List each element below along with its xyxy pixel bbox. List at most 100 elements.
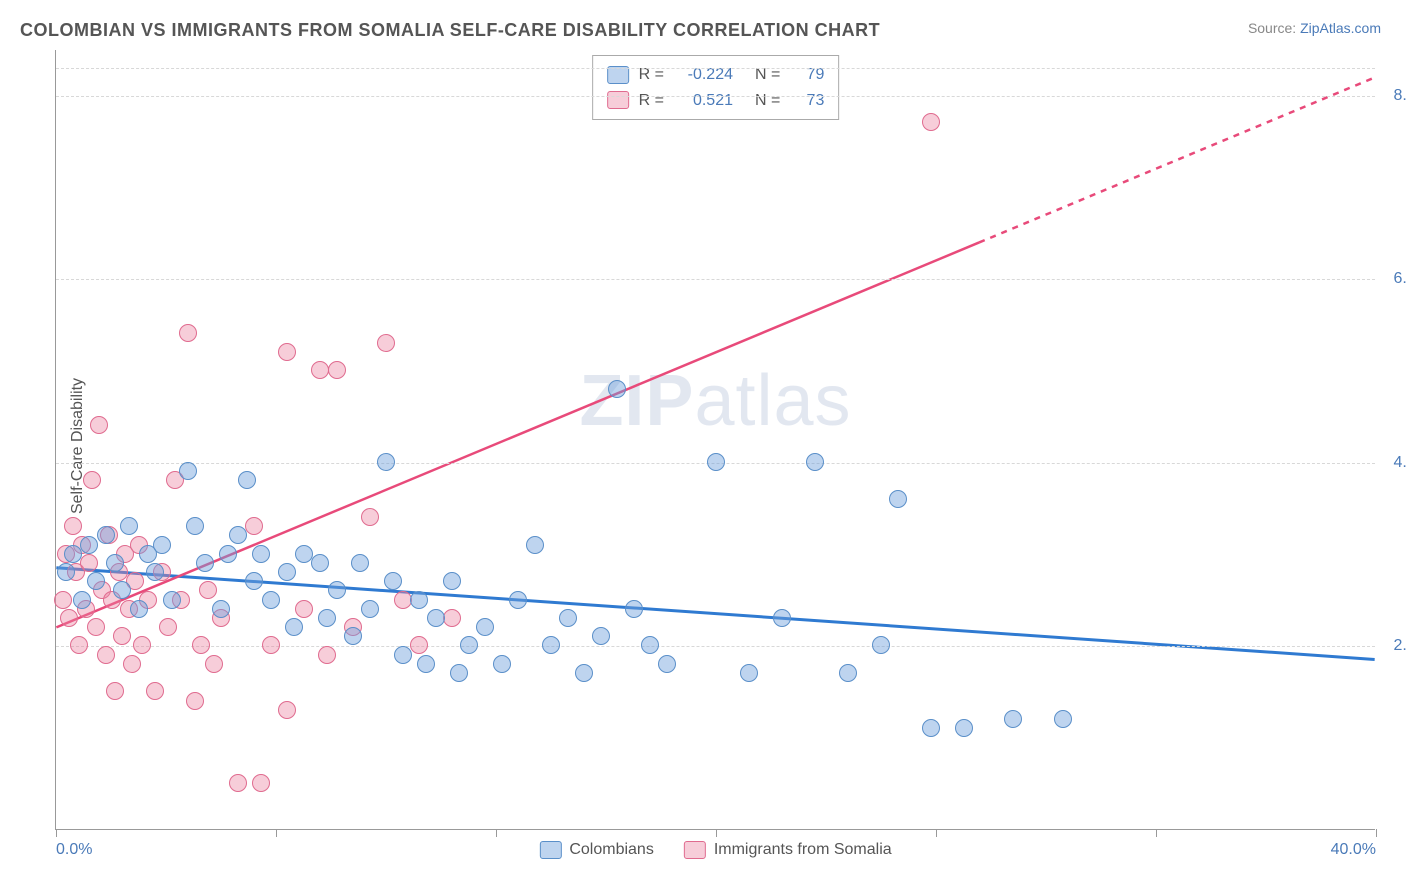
x-tick <box>496 829 497 837</box>
scatter-point <box>806 453 824 471</box>
scatter-point <box>159 618 177 636</box>
scatter-point <box>625 600 643 618</box>
r-label: R = <box>639 62 664 88</box>
scatter-point <box>311 554 329 572</box>
trend-lines-svg <box>56 50 1375 829</box>
scatter-point <box>773 609 791 627</box>
scatter-point <box>133 636 151 654</box>
scatter-point <box>493 655 511 673</box>
scatter-point <box>542 636 560 654</box>
scatter-point <box>196 554 214 572</box>
scatter-point <box>87 572 105 590</box>
scatter-point <box>295 545 313 563</box>
scatter-point <box>559 609 577 627</box>
n-value: 73 <box>794 88 824 114</box>
scatter-point <box>839 664 857 682</box>
r-value: 0.521 <box>678 88 733 114</box>
scatter-point <box>658 655 676 673</box>
scatter-point <box>212 600 230 618</box>
scatter-point <box>64 545 82 563</box>
scatter-point <box>106 682 124 700</box>
y-tick-label: 2.0% <box>1394 637 1406 655</box>
legend-series-label: Colombians <box>569 841 653 859</box>
gridline-horizontal <box>56 646 1375 647</box>
x-tick <box>1156 829 1157 837</box>
scatter-point <box>252 774 270 792</box>
scatter-point <box>410 591 428 609</box>
scatter-point <box>186 517 204 535</box>
legend-series-item: Colombians <box>539 841 653 859</box>
scatter-point <box>889 490 907 508</box>
r-label: R = <box>639 88 664 114</box>
scatter-point <box>377 334 395 352</box>
scatter-point <box>328 581 346 599</box>
scatter-point <box>361 600 379 618</box>
scatter-point <box>328 361 346 379</box>
scatter-point <box>1054 710 1072 728</box>
scatter-point <box>229 526 247 544</box>
scatter-point <box>592 627 610 645</box>
scatter-point <box>955 719 973 737</box>
scatter-point <box>285 618 303 636</box>
gridline-horizontal <box>56 68 1375 69</box>
scatter-point <box>1004 710 1022 728</box>
scatter-point <box>192 636 210 654</box>
scatter-point <box>641 636 659 654</box>
scatter-point <box>64 517 82 535</box>
scatter-point <box>113 627 131 645</box>
gridline-horizontal <box>56 279 1375 280</box>
r-value: -0.224 <box>678 62 733 88</box>
scatter-point <box>80 554 98 572</box>
x-tick <box>276 829 277 837</box>
scatter-point <box>70 636 88 654</box>
scatter-point <box>417 655 435 673</box>
scatter-point <box>377 453 395 471</box>
scatter-point <box>106 554 124 572</box>
scatter-point <box>509 591 527 609</box>
scatter-point <box>54 591 72 609</box>
scatter-point <box>262 636 280 654</box>
scatter-point <box>113 581 131 599</box>
scatter-point <box>361 508 379 526</box>
scatter-point <box>120 517 138 535</box>
scatter-point <box>153 536 171 554</box>
scatter-point <box>575 664 593 682</box>
n-value: 79 <box>794 62 824 88</box>
scatter-point <box>410 636 428 654</box>
n-label: N = <box>755 88 780 114</box>
scatter-point <box>146 563 164 581</box>
scatter-point <box>80 536 98 554</box>
legend-stats-box: R = -0.224 N = 79 R = 0.521 N = 73 <box>592 55 840 120</box>
legend-series-label: Immigrants from Somalia <box>714 841 892 859</box>
y-tick-label: 4.0% <box>1394 454 1406 472</box>
scatter-point <box>163 591 181 609</box>
scatter-point <box>351 554 369 572</box>
scatter-point <box>707 453 725 471</box>
source-link[interactable]: ZipAtlas.com <box>1300 20 1381 36</box>
legend-series-box: Colombians Immigrants from Somalia <box>539 841 891 859</box>
scatter-point <box>450 664 468 682</box>
scatter-point <box>60 609 78 627</box>
scatter-point <box>318 609 336 627</box>
scatter-point <box>394 591 412 609</box>
scatter-point <box>87 618 105 636</box>
scatter-point <box>123 655 141 673</box>
scatter-point <box>130 600 148 618</box>
chart-plot-area: ZIPatlas R = -0.224 N = 79 R = 0.521 N =… <box>55 50 1375 830</box>
scatter-point <box>186 692 204 710</box>
scatter-point <box>97 526 115 544</box>
x-tick-label: 40.0% <box>1331 841 1376 859</box>
scatter-point <box>205 655 223 673</box>
scatter-point <box>229 774 247 792</box>
chart-title: COLOMBIAN VS IMMIGRANTS FROM SOMALIA SEL… <box>20 20 880 41</box>
x-tick-label: 0.0% <box>56 841 92 859</box>
source-label: Source: <box>1248 20 1296 36</box>
trend-line-dashed <box>979 77 1374 242</box>
scatter-point <box>245 517 263 535</box>
chart-container: COLOMBIAN VS IMMIGRANTS FROM SOMALIA SEL… <box>0 0 1406 892</box>
scatter-point <box>311 361 329 379</box>
y-tick-label: 6.0% <box>1394 270 1406 288</box>
scatter-point <box>922 719 940 737</box>
scatter-point <box>179 462 197 480</box>
trend-line <box>56 242 979 627</box>
